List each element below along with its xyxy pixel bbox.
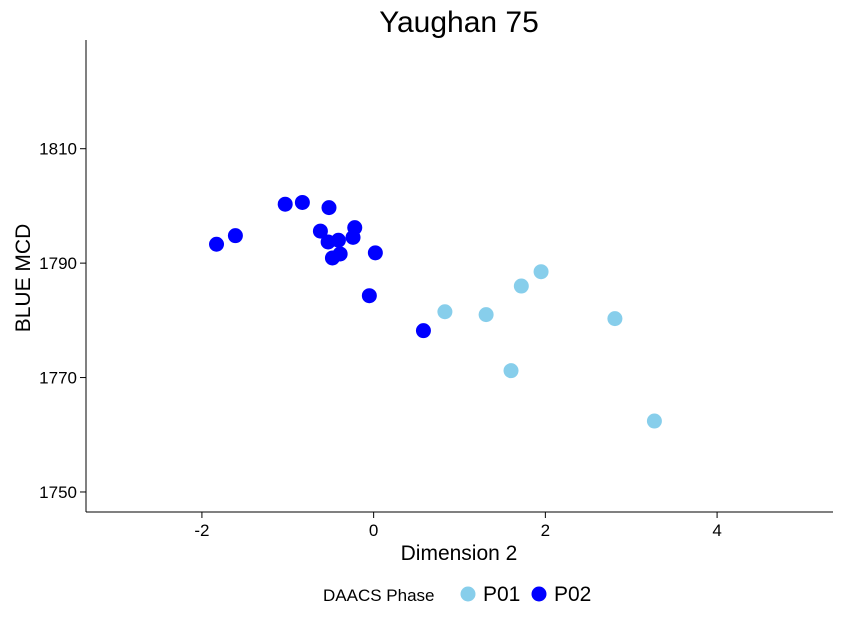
legend-key-p01 [460, 586, 476, 602]
data-point-p01 [533, 264, 549, 280]
x-tick-label: 2 [541, 521, 550, 540]
data-point-p01 [646, 413, 662, 429]
legend-label-p02: P02 [554, 583, 591, 606]
chart-title: Yaughan 75 [379, 6, 539, 39]
y-axis-title: BLUE MCD [12, 224, 35, 333]
data-point-p01 [607, 311, 623, 327]
legend: DAACS Phase P01 P02 [323, 583, 591, 606]
y-tick-label: 1810 [39, 140, 77, 159]
data-point-p02 [367, 245, 383, 261]
data-points [209, 194, 662, 429]
legend-key-p02 [531, 586, 547, 602]
data-point-p02 [332, 246, 348, 262]
data-point-p01 [478, 307, 494, 323]
data-point-p02 [347, 220, 363, 236]
data-point-p02 [312, 223, 328, 239]
y-ticks: 1750 1770 1790 1810 [39, 140, 86, 502]
data-point-p02 [330, 232, 346, 248]
legend-label-p01: P01 [483, 583, 520, 606]
x-tick-label: 0 [369, 521, 378, 540]
x-axis-title: Dimension 2 [401, 542, 518, 565]
data-point-p02 [361, 288, 377, 304]
data-point-p02 [321, 200, 337, 216]
data-point-p02 [227, 228, 243, 244]
data-point-p02 [277, 196, 293, 212]
data-point-p02 [209, 236, 225, 252]
x-ticks: -2 0 2 4 [194, 512, 722, 540]
x-tick-label: 4 [712, 521, 721, 540]
data-point-p02 [294, 194, 310, 210]
x-tick-label: -2 [194, 521, 209, 540]
data-point-p01 [437, 304, 453, 320]
data-point-p01 [503, 363, 519, 379]
data-point-p01 [513, 278, 529, 294]
plot-area: -2 0 2 4 1750 1770 1790 1810 [39, 40, 833, 540]
legend-title: DAACS Phase [323, 586, 435, 605]
data-point-p02 [415, 323, 431, 339]
y-tick-label: 1770 [39, 369, 77, 388]
legend-items: P01 P02 [460, 583, 591, 606]
y-tick-label: 1790 [39, 254, 77, 273]
y-tick-label: 1750 [39, 483, 77, 502]
